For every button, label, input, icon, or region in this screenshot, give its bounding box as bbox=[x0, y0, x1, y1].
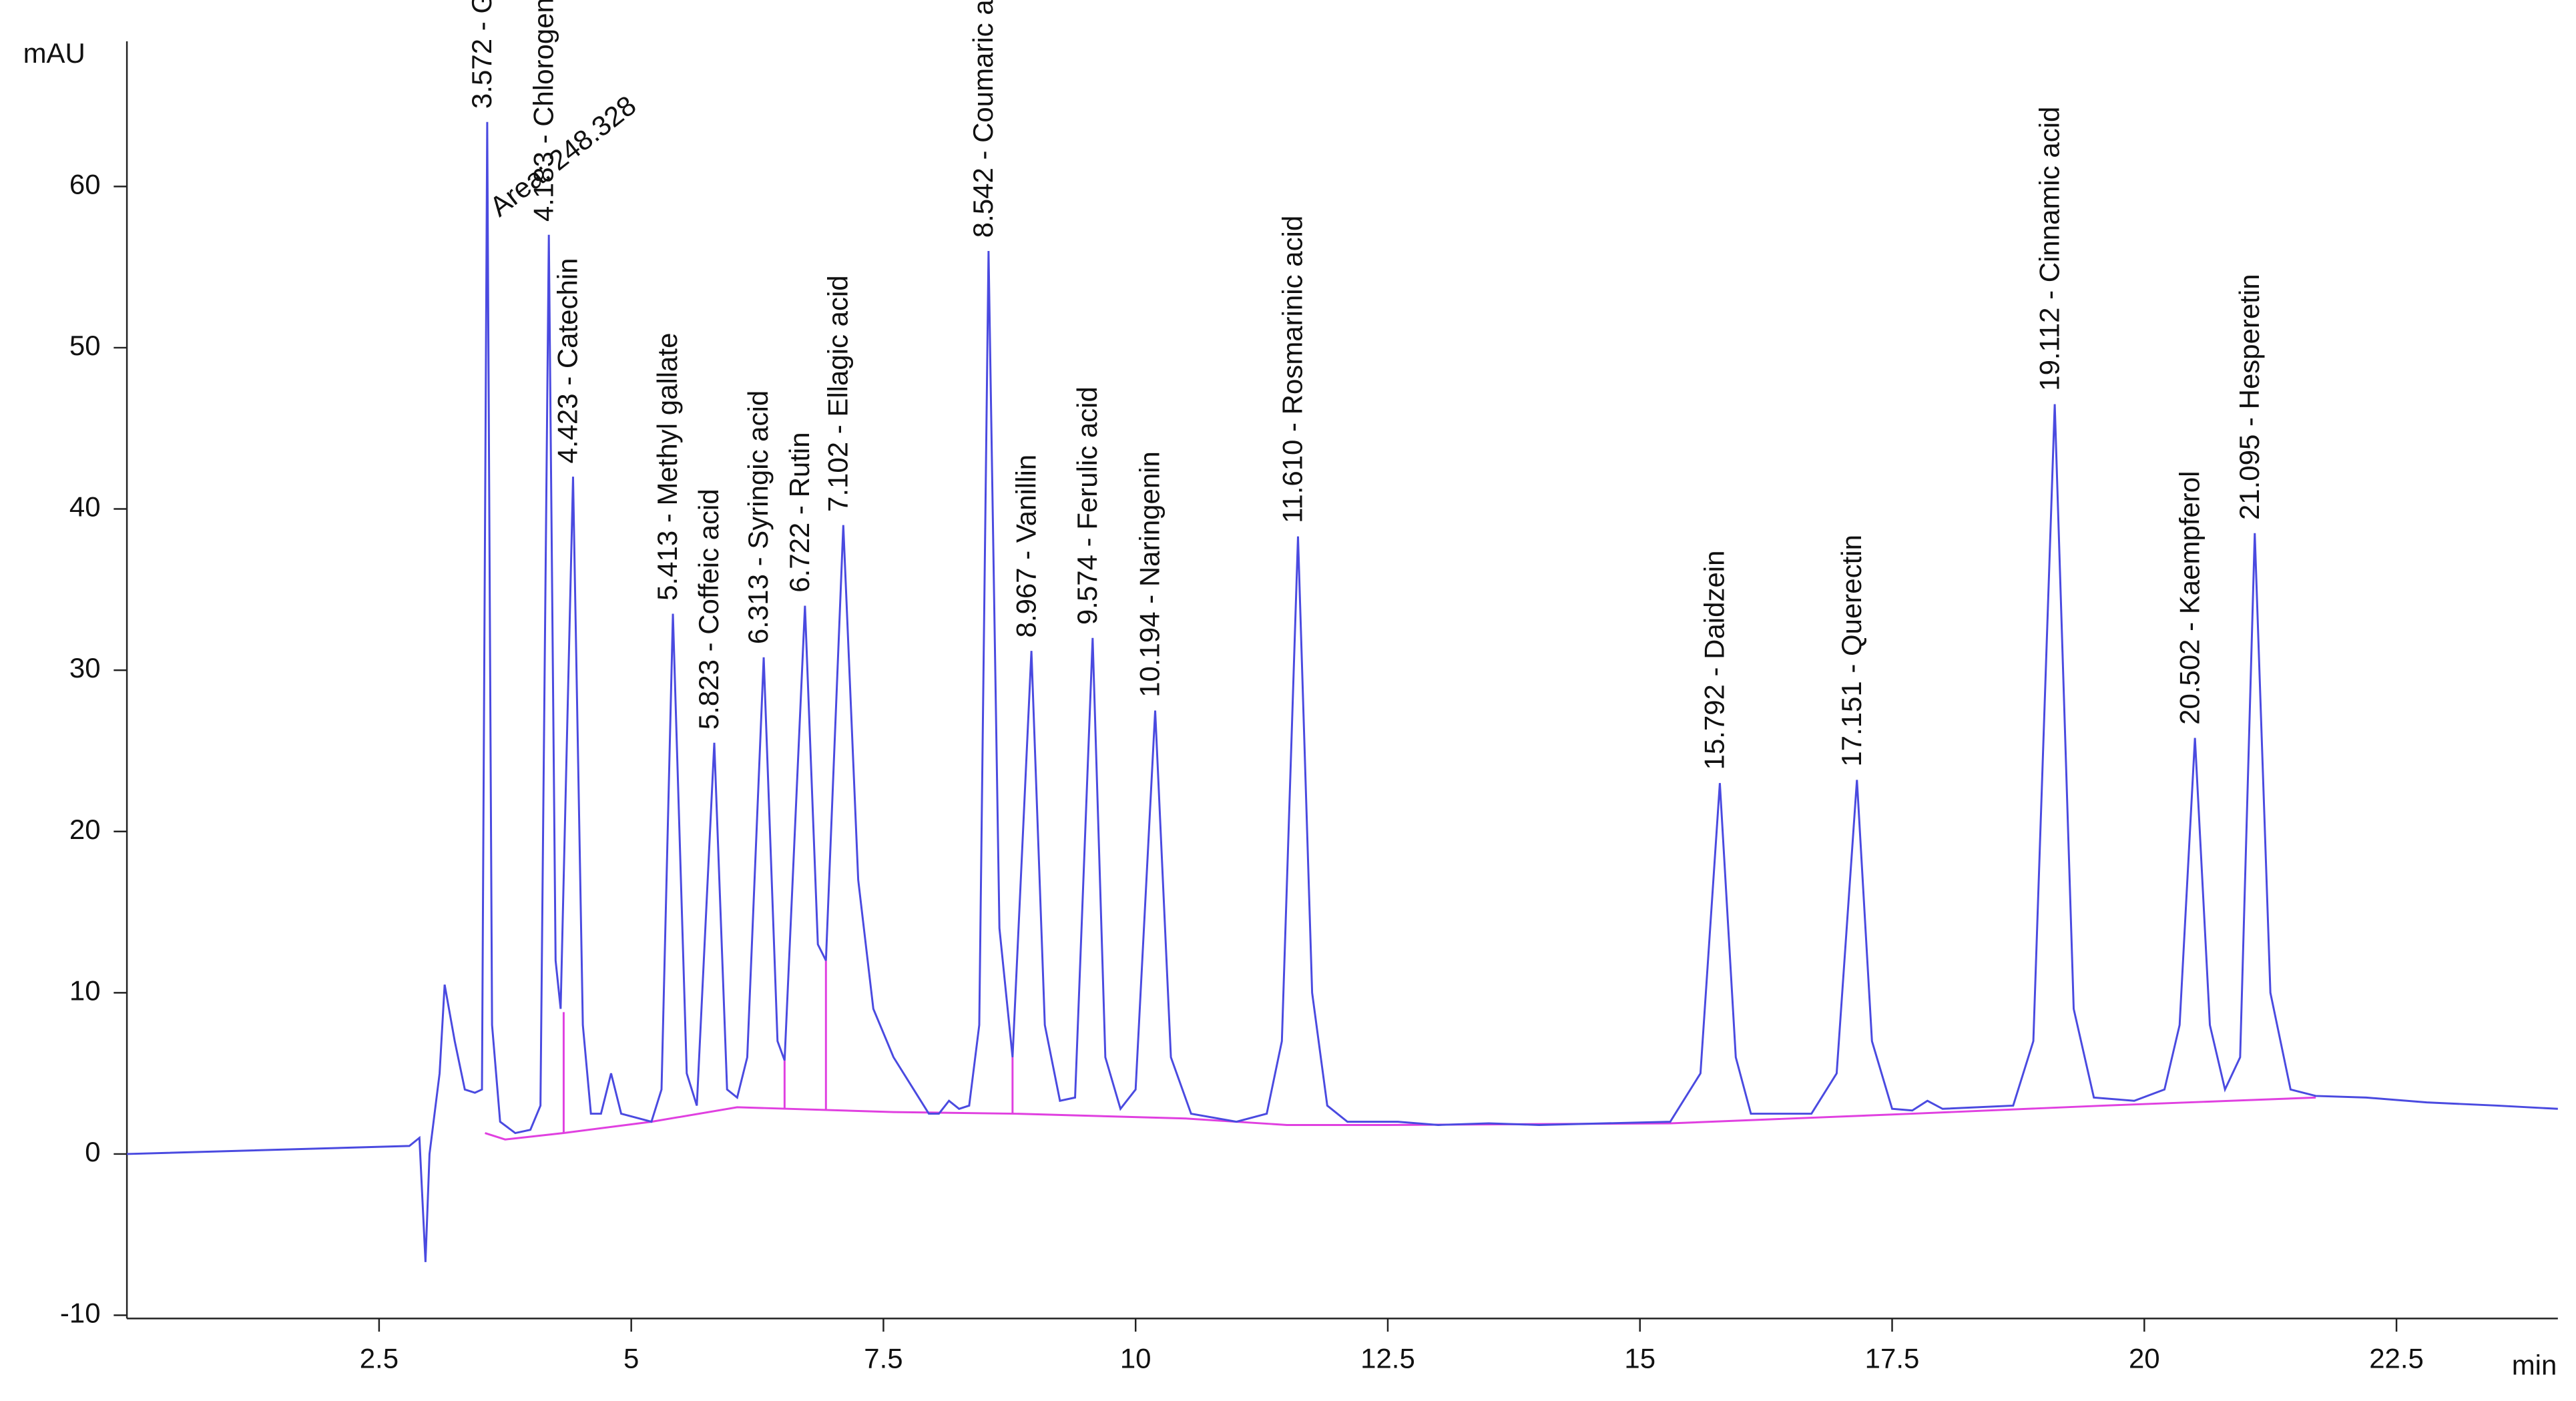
x-unit-label: min bbox=[2512, 1349, 2557, 1380]
peak-label: 20.502 - Kaempferol bbox=[2173, 471, 2205, 725]
y-tick-label: 40 bbox=[69, 491, 101, 523]
peak-label: 4.183 - Chlorogenic acid bbox=[527, 0, 559, 222]
y-tick-label: 50 bbox=[69, 330, 101, 361]
x-tick-label: 20 bbox=[2129, 1342, 2160, 1374]
peak-label: 10.194 - Naringenin bbox=[1134, 451, 1166, 697]
peak-label: 6.313 - Syringic acid bbox=[742, 390, 774, 644]
peak-label: 8.967 - Vanillin bbox=[1010, 455, 1041, 638]
x-tick-label: 12.5 bbox=[1360, 1342, 1415, 1374]
y-tick-label: 10 bbox=[69, 974, 101, 1006]
x-tick-label: 22.5 bbox=[2369, 1342, 2424, 1374]
y-tick-label: 60 bbox=[69, 168, 101, 200]
x-tick-label: 2.5 bbox=[360, 1342, 399, 1374]
y-tick-label: -10 bbox=[60, 1298, 101, 1329]
peak-label: 8.542 - Coumaric acid bbox=[967, 0, 999, 238]
peak-label: 3.572 - Gallic acid bbox=[466, 0, 497, 109]
peak-label: 5.413 - Methyl gallate bbox=[652, 333, 683, 601]
peak-label: 15.792 - Daidzein bbox=[1699, 551, 1730, 770]
x-tick-label: 10 bbox=[1120, 1342, 1151, 1374]
integration-baseline bbox=[485, 1096, 2316, 1141]
peak-label: 21.095 - Hesperetin bbox=[2234, 274, 2265, 520]
peak-label: 5.823 - Coffeic acid bbox=[693, 489, 724, 730]
x-tick-label: 15 bbox=[1624, 1342, 1655, 1374]
y-unit-label: mAU bbox=[23, 37, 85, 69]
peak-label: 7.102 - Ellagic acid bbox=[822, 275, 853, 512]
x-tick-label: 5 bbox=[623, 1342, 639, 1374]
peak-label: 11.610 - Rosmarinic acid bbox=[1277, 216, 1308, 523]
x-tick-label: 7.5 bbox=[864, 1342, 903, 1374]
peak-label: 6.722 - Rutin bbox=[784, 432, 815, 592]
chromatogram-trace bbox=[127, 121, 2558, 1262]
x-tick-label: 17.5 bbox=[1865, 1342, 1920, 1374]
y-tick-label: 0 bbox=[85, 1136, 100, 1167]
area-note: Area: 248.328 bbox=[484, 89, 642, 222]
y-tick-label: 30 bbox=[69, 652, 101, 683]
peak-label: 4.423 - Catechin bbox=[552, 258, 583, 464]
peak-label: 17.151 - Querectin bbox=[1836, 535, 1867, 767]
y-tick-label: 20 bbox=[69, 814, 101, 845]
peak-label: 9.574 - Ferulic acid bbox=[1071, 386, 1103, 625]
peak-label: 19.112 - Cinnamic acid bbox=[2033, 107, 2065, 391]
